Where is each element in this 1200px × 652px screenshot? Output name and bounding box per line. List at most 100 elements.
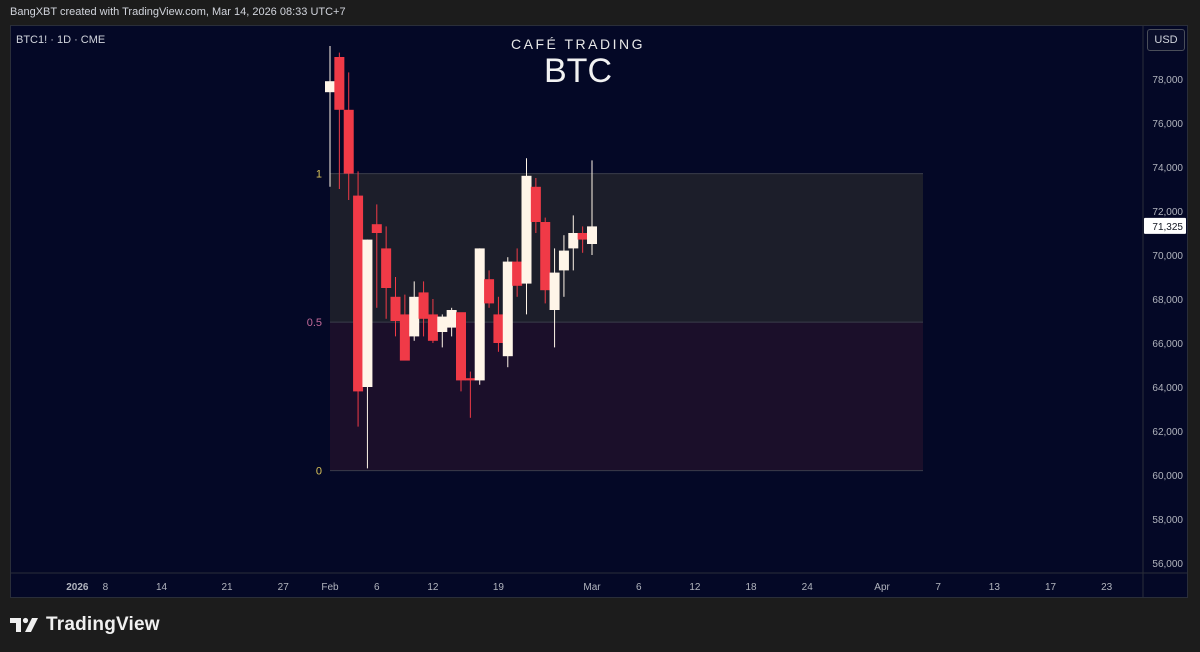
candle [399,294,410,361]
time-tick: 12 [427,582,439,593]
candle-body [325,81,335,93]
fib-zone-lower [330,322,923,471]
candle [343,72,354,200]
candle [465,371,476,418]
candle [540,217,551,304]
candle-body [568,233,579,249]
candle [521,158,532,315]
candle [418,281,429,337]
fib-level-label: 1 [316,169,322,181]
candle-body [334,57,345,110]
time-tick: 27 [278,582,290,593]
symbol-label[interactable]: BTC1! · 1D · CME [16,34,105,46]
watermark-brand: CAFÉ TRADING [511,36,645,52]
tradingview-wordmark: TradingView [46,614,160,635]
candle [587,160,597,255]
candle [493,296,504,352]
time-axis[interactable]: 2026 8 14 21 27 Feb 6 12 19 Mar 6 12 18 24 Apr 7 13 17 23 [66,582,1112,593]
candle [353,171,364,427]
time-tick: 7 [935,582,941,593]
time-tick: 8 [103,582,109,593]
candle-body [493,314,504,343]
candle-body [446,310,457,328]
candle [325,46,335,187]
footer-brand: TradingView [10,614,160,636]
candle-body [465,378,476,381]
price-tick: 66,000 [1152,339,1183,350]
currency-button[interactable]: USD [1147,29,1185,51]
candle-body [409,296,420,337]
price-tick: 72,000 [1152,207,1183,218]
candle-body [427,314,438,341]
candle-body [362,239,373,387]
candle [371,204,382,308]
last-price-value: 71,325 [1152,222,1183,233]
price-axis[interactable]: 78,000 76,000 74,000 72,000 70,000 68,000 66,0… [1152,75,1183,570]
candle [512,248,523,297]
time-tick: Mar [583,582,601,593]
candle [446,307,457,337]
candle-body [418,292,429,319]
time-tick: Apr [874,582,890,593]
candle [456,312,466,392]
candle-body [456,312,466,381]
price-tick: 68,000 [1152,295,1183,306]
time-tick: 6 [636,582,642,593]
candle [568,215,579,271]
candle-body [530,186,541,222]
candle [381,226,392,319]
fib-level-label: 0.5 [307,317,322,329]
candle-body [371,224,382,233]
candle-body [521,175,532,284]
candle-body [343,109,354,174]
price-tick: 58,000 [1152,515,1183,526]
fib-levels: 10.50 [307,169,923,478]
time-tick: 13 [989,582,1001,593]
candle [474,248,485,385]
price-tick: 56,000 [1152,559,1183,570]
time-tick: 23 [1101,582,1113,593]
candle [484,270,495,308]
price-tick: 70,000 [1152,251,1183,262]
chart-caption: BangXBT created with TradingView.com, Ma… [10,6,346,18]
fib-level-label: 0 [316,466,322,478]
candle-body [587,226,597,244]
candle-body [502,261,513,357]
last-price-label: 71,325 [1144,217,1186,234]
candle-body [353,195,364,392]
fib-zone-upper [330,173,923,323]
candle-body [474,248,485,381]
tradingview-logo-icon [10,617,38,632]
time-tick: 17 [1045,582,1057,593]
price-tick: 78,000 [1152,75,1183,86]
candle-body [399,314,410,361]
price-tick: 74,000 [1152,163,1183,174]
price-tick: 76,000 [1152,119,1183,130]
time-tick: 2026 [66,582,89,593]
time-tick: 24 [802,582,814,593]
candle [427,299,438,343]
candles [325,46,597,469]
candle-body [512,261,523,286]
candle [362,239,373,469]
watermark-ticker: BTC [544,52,612,90]
last-price-box [1144,217,1186,234]
candle [502,257,513,368]
time-tick: 19 [493,582,505,593]
price-tick: 64,000 [1152,383,1183,394]
candle [334,52,345,189]
candle [409,281,420,341]
candle-body [437,316,448,332]
candle-body [549,272,560,310]
candle [577,226,588,253]
candle [437,314,448,348]
time-tick: 14 [156,582,168,593]
price-tick: 62,000 [1152,427,1183,438]
candle-body [484,279,495,304]
time-tick: 18 [746,582,758,593]
candle-body [381,248,392,288]
candle-body [577,233,588,240]
time-tick: 6 [374,582,380,593]
price-tick: 60,000 [1152,471,1183,482]
